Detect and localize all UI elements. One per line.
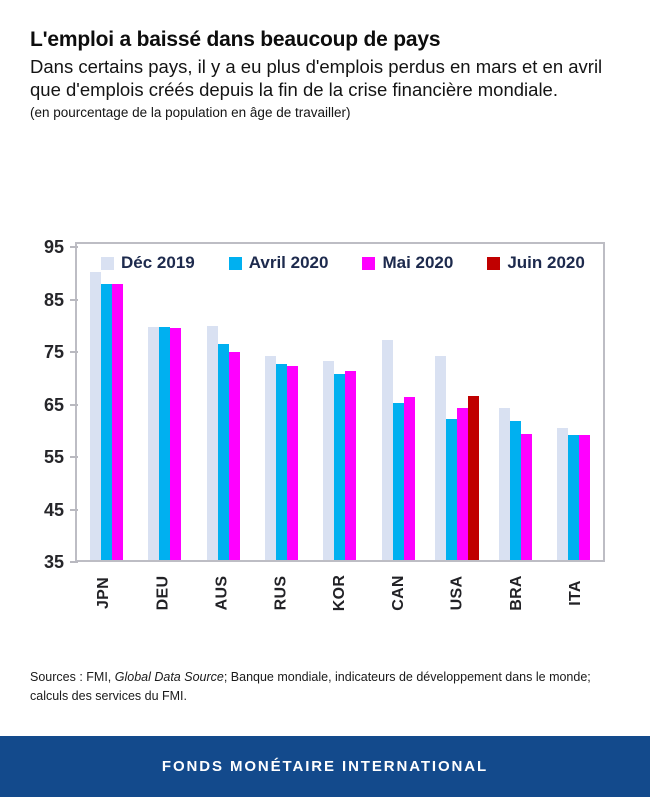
bar-group-can [369, 340, 427, 560]
legend-label: Avril 2020 [248, 253, 329, 272]
y-tick-mark [70, 246, 78, 248]
bar-deu-déc-2019 [148, 327, 160, 560]
bar-rus-mai-2020 [287, 366, 299, 560]
bar-ita-déc-2019 [557, 428, 569, 560]
x-tick-jpn: JPN [75, 568, 134, 618]
imf-footer-banner: FONDS MONÉTAIRE INTERNATIONAL [0, 736, 650, 797]
bar-usa-déc-2019 [434, 355, 446, 560]
bar-bra-avril-2020 [509, 420, 521, 560]
x-tick-label: KOR [331, 574, 348, 612]
bar-usa-mai-2020 [456, 408, 468, 560]
bar-aus-avril-2020 [217, 344, 229, 560]
bar-rus-déc-2019 [265, 356, 277, 560]
x-tick-aus: AUS [193, 568, 252, 618]
legend-swatch-icon [487, 256, 501, 270]
x-tick-bra: BRA [487, 568, 546, 618]
plot-area: Déc 2019 Avril 2020 Mai 2020 Juin 2020 [75, 242, 605, 562]
bar-ita-mai-2020 [579, 434, 591, 560]
x-tick-usa: USA [428, 568, 487, 618]
bars-container [77, 244, 603, 560]
y-tick-label: 35 [43, 552, 64, 572]
bar-aus-déc-2019 [206, 325, 218, 560]
x-tick-deu: DEU [134, 568, 193, 618]
bar-usa-juin-2020 [467, 396, 479, 560]
x-tick-label: RUS [272, 575, 290, 611]
y-tick-label: 95 [43, 237, 64, 257]
y-tick-mark [70, 508, 78, 511]
bar-kor-mai-2020 [345, 370, 357, 560]
bar-deu-mai-2020 [170, 327, 182, 560]
x-tick-label: BRA [507, 575, 525, 611]
sources-suffix: ; Banque mondiale, indicateurs de dévelo… [30, 670, 591, 704]
legend-item: Déc 2019 [101, 253, 195, 273]
x-tick-ita: ITA [546, 568, 605, 618]
legend-label: Déc 2019 [121, 253, 195, 272]
legend-item: Juin 2020 [487, 253, 585, 273]
bar-group-ita [545, 428, 603, 560]
y-tick-mark [70, 351, 78, 353]
bar-group-jpn [77, 272, 135, 560]
x-tick-kor: KOR [311, 568, 370, 618]
sources-prefix: Sources : FMI, [30, 670, 115, 684]
legend-label: Mai 2020 [382, 253, 454, 272]
y-tick-label: 45 [43, 499, 64, 520]
x-tick-can: CAN [369, 568, 428, 618]
legend-item: Mai 2020 [362, 253, 453, 273]
legend-item: Avril 2020 [228, 253, 329, 273]
page-title: L'emploi a baissé dans beaucoup de pays [30, 28, 441, 51]
bar-bra-déc-2019 [498, 407, 510, 560]
bar-can-mai-2020 [403, 396, 415, 560]
bar-ita-avril-2020 [568, 435, 580, 560]
x-tick-label: DEU [154, 575, 172, 611]
y-tick-mark [70, 456, 78, 458]
x-tick-label: JPN [95, 576, 113, 610]
bar-can-avril-2020 [392, 403, 404, 560]
bar-kor-avril-2020 [334, 374, 346, 560]
bar-group-aus [194, 325, 252, 560]
legend: Déc 2019 Avril 2020 Mai 2020 Juin 2020 [101, 253, 599, 273]
bar-jpn-avril-2020 [100, 283, 112, 560]
x-tick-rus: RUS [252, 568, 311, 618]
x-tick-label: AUS [213, 575, 231, 611]
bar-bra-mai-2020 [520, 433, 532, 560]
sources-note: Sources : FMI, Global Data Source; Banqu… [30, 668, 622, 707]
bar-jpn-déc-2019 [89, 272, 101, 560]
bar-group-bra [486, 407, 544, 560]
x-tick-label: ITA [566, 580, 584, 606]
bar-usa-avril-2020 [445, 419, 457, 560]
y-tick-mark [70, 298, 78, 301]
chart-subtitle: Dans certains pays, il y a eu plus d'emp… [30, 56, 603, 100]
bar-deu-avril-2020 [159, 327, 171, 560]
bar-group-deu [135, 327, 193, 560]
y-tick-mark [70, 403, 78, 406]
legend-swatch-icon [101, 256, 114, 270]
x-tick-label: CAN [389, 575, 407, 611]
y-tick-mark [70, 561, 78, 563]
legend-label: Juin 2020 [507, 253, 585, 272]
bar-kor-déc-2019 [323, 360, 335, 560]
y-tick-label: 75 [43, 342, 64, 362]
bar-rus-avril-2020 [276, 364, 288, 560]
imf-footer-text: FONDS MONÉTAIRE INTERNATIONAL [161, 758, 489, 775]
legend-swatch-icon [362, 256, 376, 270]
employment-bar-chart: Déc 2019 Avril 2020 Mai 2020 Juin 2020 95 85… [0, 238, 650, 618]
unit-note: (en pourcentage de la population en âge … [30, 104, 351, 120]
y-tick-label: 55 [43, 447, 64, 467]
bar-group-rus [252, 356, 310, 560]
bar-jpn-mai-2020 [111, 283, 123, 560]
bar-group-usa [428, 355, 486, 560]
bar-aus-mai-2020 [228, 351, 240, 560]
chart-header: L'emploi a baissé dans beaucoup de pays … [30, 28, 630, 120]
bar-group-kor [311, 360, 369, 560]
legend-swatch-icon [228, 256, 242, 270]
x-tick-label: USA [448, 575, 466, 611]
bar-can-déc-2019 [381, 340, 393, 560]
y-tick-label: 65 [43, 394, 64, 415]
y-tick-label: 85 [43, 289, 64, 310]
x-axis: JPN DEU AUS RUS KOR CAN USA BRA ITA [75, 568, 605, 618]
sources-italic: Global Data Source [114, 670, 224, 684]
